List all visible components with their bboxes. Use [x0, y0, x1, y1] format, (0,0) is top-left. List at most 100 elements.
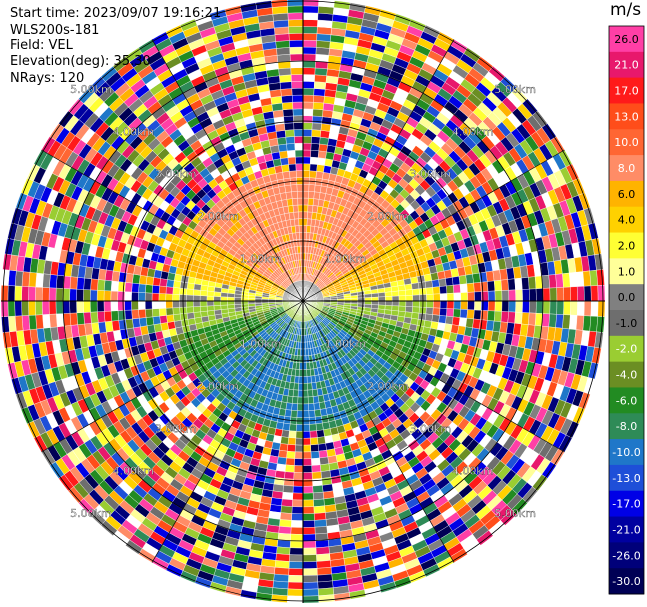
velocity-gate — [311, 464, 322, 473]
velocity-gate — [287, 150, 296, 158]
velocity-gate — [548, 313, 557, 328]
velocity-gate — [317, 150, 327, 159]
velocity-gate — [291, 506, 304, 514]
velocity-gate — [302, 561, 318, 569]
velocity-gate — [302, 410, 310, 418]
velocity-gate — [319, 456, 329, 466]
velocity-gate — [308, 191, 315, 199]
velocity-gate — [424, 313, 433, 322]
velocity-gate — [1, 316, 10, 333]
velocity-gate — [118, 319, 127, 331]
velocity-gate — [306, 375, 312, 384]
velocity-gate — [14, 300, 23, 317]
velocity-gate — [302, 184, 310, 192]
velocity-gate — [515, 300, 523, 313]
velocity-gate — [378, 300, 386, 306]
velocity-gate — [284, 184, 292, 193]
velocity-gate — [271, 587, 289, 596]
velocity-gate — [391, 305, 400, 312]
velocity-gate — [288, 561, 304, 569]
velocity-gate — [307, 389, 314, 398]
velocity-gate — [570, 300, 578, 316]
velocity-gate — [271, 594, 288, 603]
velocity-gate — [316, 26, 332, 35]
velocity-gate — [293, 129, 304, 137]
velocity-gate — [312, 388, 319, 397]
velocity-gate — [308, 410, 316, 418]
velocity-gate — [302, 527, 316, 535]
velocity-gate — [247, 303, 256, 307]
velocity-gate — [432, 307, 441, 316]
velocity-gate — [317, 12, 334, 22]
velocity-gate — [276, 539, 291, 548]
velocity-gate — [186, 300, 194, 308]
velocity-gate — [152, 285, 160, 294]
velocity-gate — [284, 122, 295, 131]
velocity-gate — [294, 444, 304, 453]
velocity-gate — [83, 300, 91, 313]
velocity-gate — [289, 423, 297, 432]
velocity-gate — [62, 288, 71, 302]
velocity-gate — [165, 286, 174, 295]
velocity-gate — [0, 300, 9, 317]
velocity-gate — [302, 225, 308, 233]
velocity-gate — [279, 519, 292, 528]
velocity-gate — [296, 410, 304, 418]
velocity-gate — [289, 547, 304, 556]
velocity-gate — [7, 300, 16, 317]
velocity-gate — [271, 6, 289, 15]
velocity-gate — [159, 315, 168, 324]
velocity-gate — [125, 318, 134, 330]
velocity-gate — [549, 300, 558, 315]
velocity-gate — [307, 382, 313, 391]
velocity-gate — [206, 290, 215, 297]
velocity-gate — [481, 300, 489, 311]
velocity-gate — [466, 309, 475, 320]
velocity-gate — [35, 314, 44, 330]
velocity-gate — [76, 277, 85, 290]
velocity-gate — [8, 315, 17, 333]
velocity-gate — [280, 157, 289, 166]
velocity-gate — [69, 300, 77, 314]
velocity-gate — [302, 499, 314, 508]
velocity-gate — [302, 197, 309, 206]
velocity-gate — [279, 74, 292, 83]
velocity-gate — [302, 115, 313, 123]
velocity-gate — [312, 115, 323, 124]
velocity-gate — [277, 456, 287, 466]
velocity-gate — [165, 300, 173, 309]
velocity-gate — [313, 95, 325, 104]
velocity-gate — [311, 457, 321, 466]
velocity-gate — [152, 277, 161, 287]
velocity-gate — [199, 295, 208, 302]
velocity-gate — [279, 443, 289, 452]
velocity-gate — [297, 403, 304, 411]
velocity-gate — [500, 311, 509, 323]
velocity-gate — [14, 270, 24, 287]
velocity-gate — [302, 403, 309, 411]
velocity-gate — [173, 313, 182, 322]
velocity-gate — [56, 274, 65, 289]
velocity-gate — [28, 300, 36, 316]
velocity-gate — [294, 149, 304, 158]
velocity-gate — [274, 123, 286, 132]
velocity-gate — [320, 130, 331, 139]
velocity-gate — [289, 540, 304, 549]
velocity-gate — [290, 67, 304, 75]
velocity-gate — [313, 81, 327, 90]
velocity-gate — [279, 512, 293, 521]
velocity-gate — [110, 280, 119, 292]
velocity-gate — [281, 498, 293, 507]
velocity-gate — [186, 306, 194, 314]
velocity-gate — [200, 305, 208, 312]
velocity-gate — [165, 293, 173, 302]
velocity-gate — [309, 423, 317, 432]
velocity-gate — [295, 437, 304, 446]
velocity-gate — [273, 19, 289, 29]
velocity-gate — [316, 429, 325, 438]
velocity-gate — [280, 436, 289, 445]
velocity-gate — [446, 300, 455, 310]
velocity-gate — [535, 300, 544, 314]
velocity-gate — [214, 309, 222, 316]
velocity-gate — [314, 409, 322, 418]
